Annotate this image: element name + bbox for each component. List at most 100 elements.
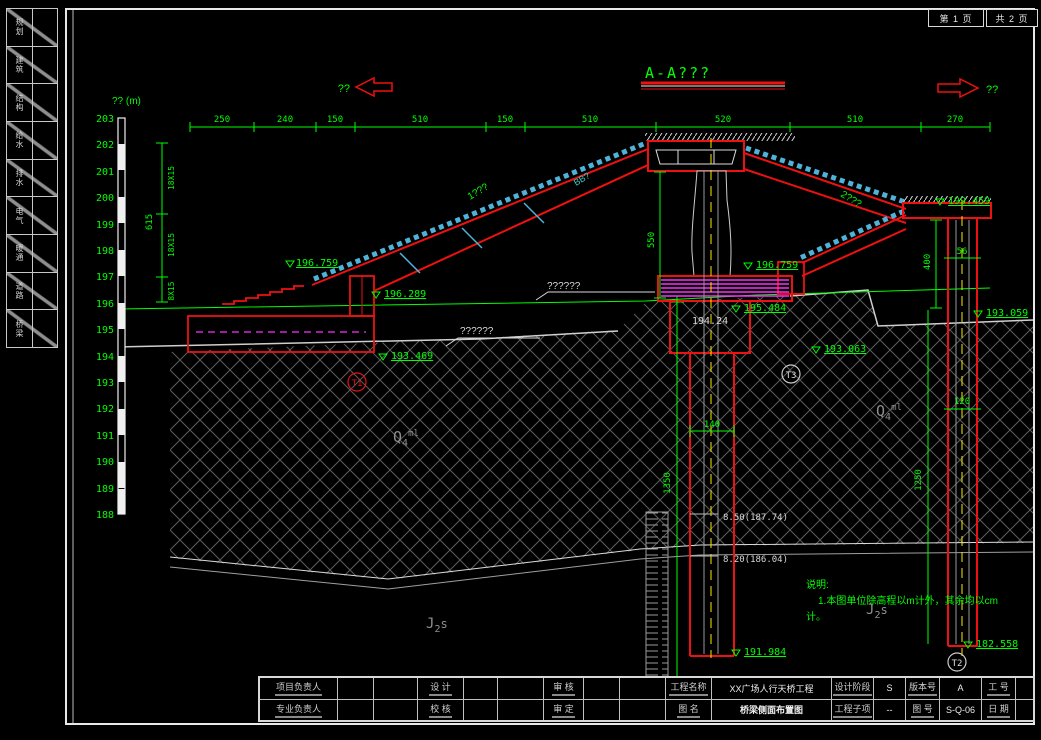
sub-project-value: -- xyxy=(874,699,906,720)
marker-t2: T2 xyxy=(947,652,967,672)
blank-cell xyxy=(498,699,544,720)
signature-row-label: 给水 xyxy=(15,131,24,150)
blank-cell xyxy=(374,699,418,720)
svg-text:Q4ml: Q4ml xyxy=(393,428,419,449)
blank-cell xyxy=(620,678,666,699)
signature-row: 排水 xyxy=(7,159,57,198)
signature-row: 道路 xyxy=(7,272,57,311)
svg-text:190: 190 xyxy=(96,457,114,468)
blank-cell xyxy=(338,678,374,699)
svg-text:270: 270 xyxy=(947,115,963,125)
signature-row-label: 规划 xyxy=(15,18,24,37)
blank-cell xyxy=(620,699,666,720)
svg-text:8.20(186.04): 8.20(186.04) xyxy=(723,555,788,565)
svg-text:196.759: 196.759 xyxy=(296,258,338,269)
pier-pedestal xyxy=(669,300,751,354)
pier-inner-lines xyxy=(703,171,719,654)
svg-text:199.459: 199.459 xyxy=(948,196,990,207)
stair-braces xyxy=(399,202,545,274)
svg-text:188: 188 xyxy=(96,510,114,521)
version-value: A xyxy=(940,678,982,699)
signature-row: 电气 xyxy=(7,197,57,236)
notes: 说明: 1.本图单位除高程以m计外，其余均以cm 计。 xyxy=(806,578,998,623)
svg-text:192: 192 xyxy=(96,404,114,415)
entry-steps xyxy=(222,285,304,305)
blank-cell xyxy=(584,699,620,720)
blank-cell xyxy=(464,678,498,699)
signature-row-label: 建筑 xyxy=(15,56,24,74)
svg-text:191.984: 191.984 xyxy=(744,647,786,658)
svg-text:510: 510 xyxy=(412,115,428,125)
signature-row-label: 排水 xyxy=(15,169,24,188)
svg-text:550: 550 xyxy=(647,232,657,248)
page-total-label: 共 2 页 xyxy=(995,13,1029,24)
borehole-column xyxy=(645,511,669,699)
page-number-label: 第 1 页 xyxy=(939,13,973,24)
svg-text:150: 150 xyxy=(497,115,513,125)
drawing-name-value: 桥梁侧面布置图 xyxy=(712,699,832,720)
signature-row: 暖通 xyxy=(7,235,57,273)
svg-text:J2s: J2s xyxy=(866,602,888,621)
right-stair-flights xyxy=(743,145,909,295)
title-block-row2: 专业负责人 校 核 审 定 图 名 桥梁侧面布置图 工程子项 -- 图 号 S-… xyxy=(260,699,1033,721)
svg-text:J2s: J2s xyxy=(426,616,448,635)
signature-row-label: 桥梁 xyxy=(15,319,24,338)
stair1-label: 1??? xyxy=(466,181,491,202)
scale-axis-label: ?? (m) xyxy=(112,96,141,107)
svg-text:120: 120 xyxy=(954,397,970,407)
design-stage-label: 设计阶段 xyxy=(832,678,874,699)
svg-text:1250: 1250 xyxy=(914,469,924,491)
svg-text:202: 202 xyxy=(96,140,114,151)
svg-text:615: 615 xyxy=(145,214,155,230)
drawing-number-label: 图 号 xyxy=(906,699,940,720)
svg-text:??: ?? xyxy=(338,83,350,95)
svg-text:250: 250 xyxy=(214,115,230,125)
sub-project-label: 工程子项 xyxy=(832,699,874,720)
svg-text:A-A???: A-A??? xyxy=(645,64,711,82)
blank-cell xyxy=(338,699,374,720)
version-label: 版本号 xyxy=(906,678,940,699)
blank-cell xyxy=(584,678,620,699)
page-number-box: 第 1 页 xyxy=(928,9,984,27)
svg-text:T1: T1 xyxy=(352,379,363,389)
right-pile xyxy=(947,218,978,647)
svg-text:150: 150 xyxy=(327,115,343,125)
svg-text:??????: ?????? xyxy=(547,281,581,292)
svg-text:??????: ?????? xyxy=(460,326,494,337)
strata-boundary-line2 xyxy=(169,551,1034,590)
svg-text:1350: 1350 xyxy=(663,472,673,494)
top-dimension-chain: 250 240 150 510 150 510 520 510 270 xyxy=(189,115,991,132)
railing-hatch xyxy=(645,133,795,141)
svg-text:510: 510 xyxy=(847,115,863,125)
signature-row-label: 结构 xyxy=(15,93,24,112)
svg-text:195.484: 195.484 xyxy=(744,303,786,314)
bearing-layers xyxy=(661,279,789,297)
svg-text:196.759: 196.759 xyxy=(756,260,798,271)
svg-text:18X15: 18X15 xyxy=(167,166,176,190)
designer-label: 设 计 xyxy=(418,678,464,699)
svg-text:203: 203 xyxy=(96,114,114,125)
svg-text:18X15: 18X15 xyxy=(167,233,176,257)
svg-text:1.本图单位除高程以m计外，其余均以cm: 1.本图单位除高程以m计外，其余均以cm xyxy=(818,594,998,607)
svg-text:520: 520 xyxy=(715,115,731,125)
svg-text:198: 198 xyxy=(96,246,114,257)
elevation-marker-icon xyxy=(285,198,983,657)
blank-cell xyxy=(498,678,544,699)
right-cap-hatch xyxy=(903,196,991,203)
svg-text:T3: T3 xyxy=(786,371,797,381)
svg-text:56: 56 xyxy=(957,247,968,257)
project-leader-label: 项目负责人 xyxy=(260,678,338,699)
svg-text:182.558: 182.558 xyxy=(976,639,1018,650)
svg-text:194.24: 194.24 xyxy=(692,316,728,327)
section-title: A-A??? xyxy=(641,64,785,90)
svg-text:197: 197 xyxy=(96,272,114,283)
date-value xyxy=(1016,700,1033,721)
signature-row: 桥梁 xyxy=(7,310,57,348)
signature-row: 给水 xyxy=(7,122,57,160)
section-arrow-left-icon: ?? xyxy=(338,76,393,98)
marker-t1: T1 xyxy=(347,372,367,392)
marker-t3: T3 xyxy=(781,364,801,384)
svg-text:140: 140 xyxy=(704,420,720,430)
svg-text:说明:: 说明: xyxy=(806,578,829,591)
left-stair-flight xyxy=(311,140,649,292)
